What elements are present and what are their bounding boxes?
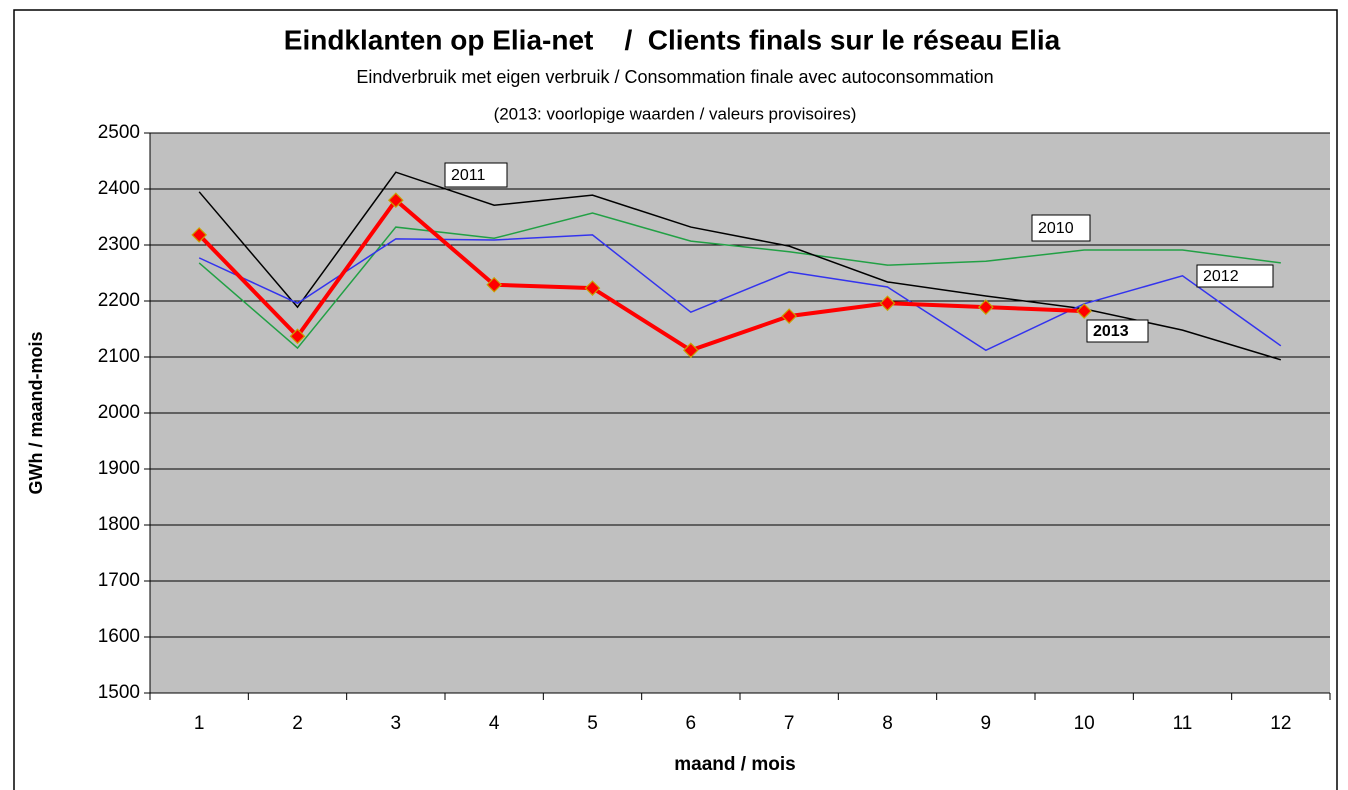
- data-marker: [584, 280, 601, 296]
- data-marker: [289, 328, 306, 345]
- y-tick-label: 2400: [98, 178, 140, 199]
- series-line: [198, 234, 1282, 352]
- chart-title: Eindklanten op Elia-net / Clients finals…: [284, 24, 1061, 55]
- y-tick-label: 1700: [98, 570, 140, 591]
- series-label: 2013: [1093, 323, 1129, 340]
- series-label-box: [444, 162, 508, 188]
- series-label-box: [1086, 319, 1149, 343]
- y-tick-label: 2100: [98, 346, 140, 367]
- y-tick-label: 2500: [98, 122, 140, 143]
- x-tick-label: 4: [489, 713, 500, 734]
- y-tick-label: 2000: [98, 402, 140, 423]
- y-tick-label: 2200: [98, 290, 140, 311]
- x-tick-label: 2: [292, 713, 303, 734]
- x-tick-label: 11: [1173, 713, 1193, 734]
- x-tick-label: 8: [882, 713, 893, 734]
- x-tick-label: 6: [686, 713, 697, 734]
- series-line: [198, 171, 1282, 361]
- x-axis-label: maand / mois: [674, 754, 795, 775]
- data-marker: [191, 227, 208, 243]
- series-label: 2012: [1203, 268, 1239, 285]
- data-marker: [1076, 303, 1093, 319]
- x-tick-label: 12: [1270, 713, 1291, 734]
- data-marker: [486, 276, 503, 293]
- series-line: [198, 212, 1281, 350]
- y-tick-label: 2300: [98, 234, 140, 255]
- series-line: [197, 197, 1085, 353]
- y-tick-label: 1600: [98, 626, 140, 647]
- x-tick-label: 10: [1074, 713, 1095, 734]
- x-tick-label: 5: [587, 713, 598, 734]
- series-label-box: [1031, 214, 1091, 242]
- y-tick-label: 1900: [98, 458, 140, 479]
- x-tick-label: 3: [391, 713, 402, 734]
- data-marker: [387, 192, 404, 209]
- series-label: 2010: [1038, 220, 1074, 237]
- y-tick-label: 1500: [98, 682, 140, 703]
- data-marker: [781, 308, 798, 324]
- chart-subtitle: Eindverbruik met eigen verbruik / Consom…: [356, 67, 993, 87]
- x-tick-label: 1: [194, 713, 205, 734]
- x-tick-label: 7: [784, 713, 795, 734]
- chart-note: (2013: voorlopige waarden / valeurs prov…: [494, 104, 857, 123]
- y-axis-label: GWh / maand-mois: [26, 331, 46, 494]
- data-marker: [682, 342, 699, 359]
- data-marker: [879, 295, 896, 312]
- x-tick-label: 9: [981, 713, 992, 734]
- series-label-box: [1196, 264, 1274, 288]
- y-tick-label: 1800: [98, 514, 140, 535]
- series-label: 2011: [451, 167, 486, 184]
- data-marker: [977, 299, 994, 316]
